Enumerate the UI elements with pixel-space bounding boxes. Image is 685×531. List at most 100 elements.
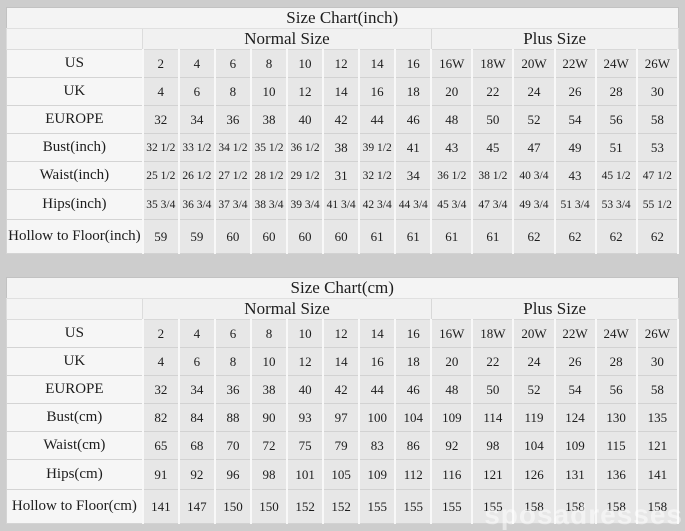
size-cell: 96 [213,459,252,490]
size-cell: 8 [213,347,252,376]
size-cell: 82 [141,403,180,432]
size-cell: 16 [394,319,433,348]
size-cell: 36 [213,375,252,404]
size-cell: 54 [553,375,597,404]
size-cell: 18 [394,77,433,106]
size-cell: 126 [512,459,556,490]
size-cell: 20W [512,319,556,348]
size-cell: 10 [286,319,325,348]
size-cell: 53 3/4 [594,189,638,220]
size-cell: 155 [430,489,474,524]
size-cell: 33 1/2 [177,133,216,162]
row-label: Hips(cm) [5,459,144,490]
row-label: EUROPE [5,375,144,404]
size-cell: 14 [358,49,397,78]
size-cell: 8 [249,319,289,348]
corner-cell [5,298,144,320]
size-cell: 22 [471,77,515,106]
table-row: UK 4 6 8 10 12 14 16 18 20 22 24 26 28 30 [5,77,680,106]
table-row: Hollow to Floor(inch) 59 59 60 60 60 60 61 61 61 6… [5,219,680,254]
size-cell: 8 [213,77,252,106]
size-cell: 25 1/2 [141,161,180,190]
size-cell: 62 [512,219,556,254]
size-cell: 43 [430,133,474,162]
size-cell: 44 [358,105,397,134]
size-cell: 53 [635,133,680,162]
size-cell: 35 3/4 [141,189,180,220]
size-chart-cm-table: Size Chart(cm) Normal Size Plus Size US 2 4 6 8… [5,277,680,524]
size-cell: 45 3/4 [430,189,474,220]
size-cell: 24 [512,77,556,106]
group-header-normal: Normal Size [142,28,432,50]
size-cell: 8 [249,49,289,78]
size-cell: 52 [512,375,556,404]
size-cell: 2 [141,319,180,348]
size-cell: 12 [286,347,325,376]
size-cell: 141 [141,489,180,524]
size-cell: 90 [249,403,289,432]
size-cell: 158 [553,489,597,524]
size-cell: 75 [286,431,325,460]
size-cell: 119 [512,403,556,432]
size-cell: 61 [430,219,474,254]
table-row: Waist(inch) 25 1/2 26 1/2 27 1/2 28 1/2 29 1/… [5,161,680,190]
size-cell: 39 1/2 [358,133,397,162]
size-cell: 38 [249,375,289,404]
size-cell: 155 [471,489,515,524]
size-cell: 43 [553,161,597,190]
size-cell: 38 1/2 [471,161,515,190]
group-header-normal: Normal Size [142,298,432,320]
size-cell: 60 [322,219,361,254]
size-cell: 58 [635,375,680,404]
table-row: UK 4 6 8 10 12 14 16 18 20 22 24 26 28 30 [5,347,680,376]
size-cell: 147 [177,489,216,524]
size-cell: 34 [177,375,216,404]
size-cell: 10 [286,49,325,78]
size-cell: 38 3/4 [249,189,289,220]
size-cell: 130 [594,403,638,432]
size-cell: 155 [358,489,397,524]
size-cell: 26 [553,77,597,106]
size-cell: 16 [358,347,397,376]
size-cell: 42 [322,375,361,404]
group-header-plus: Plus Size [430,298,679,320]
size-cell: 58 [635,105,680,134]
size-cell: 62 [635,219,680,254]
size-cell: 12 [286,77,325,106]
size-cell: 20 [430,77,474,106]
size-cell: 10 [249,77,289,106]
size-cell: 152 [322,489,361,524]
size-cell: 41 3/4 [322,189,361,220]
size-cell: 4 [141,77,180,106]
size-cell: 10 [249,347,289,376]
size-cell: 61 [394,219,433,254]
size-cell: 47 3/4 [471,189,515,220]
size-cell: 61 [471,219,515,254]
size-cell: 92 [430,431,474,460]
size-cell: 24W [594,49,638,78]
size-cell: 136 [594,459,638,490]
size-cell: 60 [213,219,252,254]
size-cell: 36 [213,105,252,134]
size-cell: 44 3/4 [394,189,433,220]
size-cell: 14 [322,347,361,376]
size-cell: 135 [635,403,680,432]
size-cell: 4 [141,347,180,376]
size-cell: 40 [286,375,325,404]
table-row: US 2 4 6 8 10 12 14 16 16W 18W 20W 22W 24W 26W [5,49,680,78]
size-cell: 16W [430,319,474,348]
size-cell: 61 [358,219,397,254]
size-cell: 46 [394,375,433,404]
size-cell: 93 [286,403,325,432]
size-cell: 36 1/2 [430,161,474,190]
size-cell: 32 1/2 [141,133,180,162]
size-cell: 121 [471,459,515,490]
table-row: EUROPE 32 34 36 38 40 42 44 46 48 50 52 54 56 58 [5,375,680,404]
size-cell: 29 1/2 [286,161,325,190]
size-cell: 34 [394,161,433,190]
size-cell: 32 [141,105,180,134]
size-cell: 49 [553,133,597,162]
size-cell: 28 [594,77,638,106]
size-cell: 26W [635,319,680,348]
